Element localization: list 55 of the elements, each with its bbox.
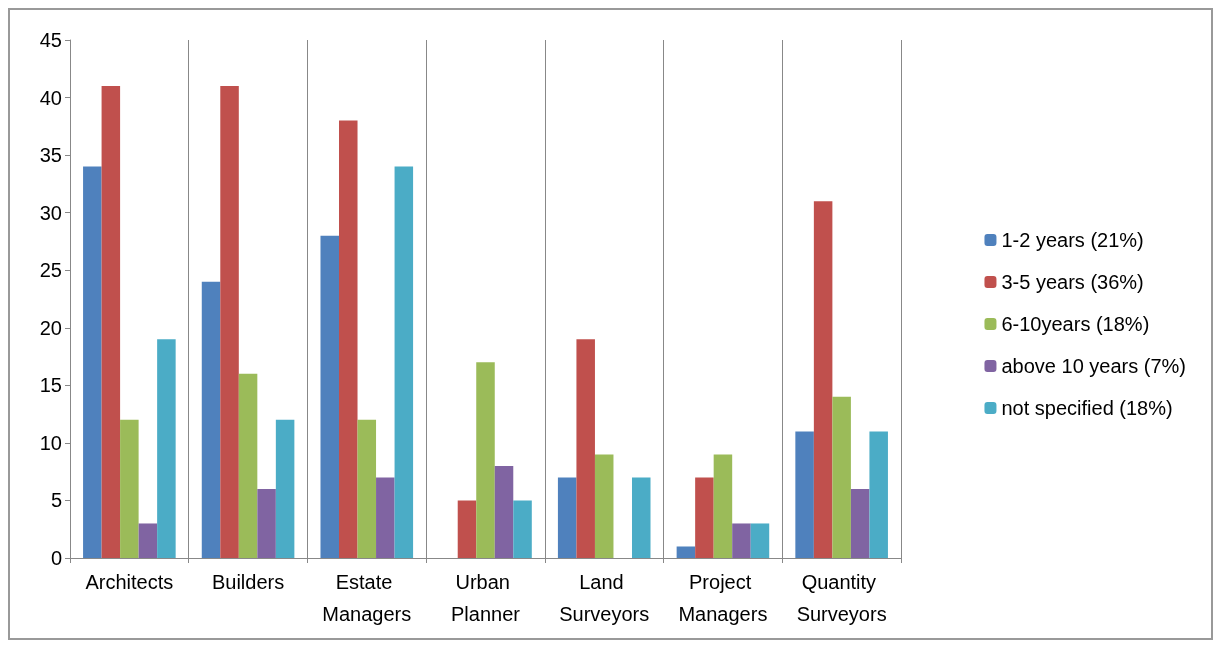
bar xyxy=(750,523,770,558)
x-tick-label: Estate Managers xyxy=(322,571,412,625)
bar xyxy=(101,86,121,558)
y-tick-label: 20 xyxy=(39,316,62,339)
bar xyxy=(138,523,158,558)
bar xyxy=(676,546,696,558)
y-tick-label: 5 xyxy=(50,489,62,512)
x-tick-label: Land Surveyors xyxy=(559,571,650,625)
y-tick-label: 35 xyxy=(39,144,62,167)
y-tick-label: 30 xyxy=(39,201,62,224)
x-tick-label: Architects xyxy=(85,571,174,593)
y-tick-label: 0 xyxy=(50,547,62,569)
y-tick-label: 15 xyxy=(39,374,62,397)
bar xyxy=(238,373,258,558)
legend-label: not specified (18%) xyxy=(1001,397,1173,419)
bar xyxy=(832,396,851,558)
bar xyxy=(576,339,595,558)
bar xyxy=(513,500,532,558)
x-tick-label: Quantity Surveyors xyxy=(796,571,887,625)
x-tick-label: Urban Planner xyxy=(451,571,521,625)
legend-label: above 10 years (7%) xyxy=(1001,355,1187,377)
bar xyxy=(394,166,414,558)
bar xyxy=(320,235,340,558)
y-tick-label: 10 xyxy=(39,431,62,454)
bar xyxy=(557,477,577,558)
bar xyxy=(83,166,102,558)
bar xyxy=(201,281,221,558)
bar xyxy=(494,465,514,558)
legend-label: 1-2 years (21%) xyxy=(1001,229,1144,251)
bar xyxy=(257,488,276,558)
bar xyxy=(795,431,814,558)
bar xyxy=(476,362,495,558)
y-tick-label: 25 xyxy=(39,259,62,282)
bar xyxy=(275,419,295,558)
bar xyxy=(457,500,477,558)
bar xyxy=(157,339,176,558)
x-tick-label: Builders xyxy=(211,571,285,593)
y-tick-label: 45 xyxy=(39,29,62,51)
bar xyxy=(357,419,377,558)
y-tick-label: 40 xyxy=(39,86,62,109)
bar xyxy=(713,454,733,558)
bar xyxy=(850,488,870,558)
legend-label: 6-10years (18%) xyxy=(1001,313,1150,335)
x-tick-label: Project Managers xyxy=(678,571,768,625)
bar xyxy=(631,477,651,558)
bar xyxy=(376,477,395,558)
bar xyxy=(732,523,751,558)
bar xyxy=(869,431,888,558)
bar xyxy=(594,454,614,558)
bar xyxy=(220,86,239,558)
bar xyxy=(695,477,714,558)
legend-label: 3-5 years (36%) xyxy=(1001,271,1144,293)
bar xyxy=(813,201,833,558)
bar xyxy=(339,120,358,558)
bar xyxy=(120,419,139,558)
